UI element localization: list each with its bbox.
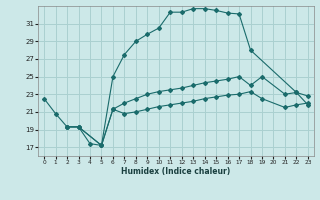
X-axis label: Humidex (Indice chaleur): Humidex (Indice chaleur) (121, 167, 231, 176)
